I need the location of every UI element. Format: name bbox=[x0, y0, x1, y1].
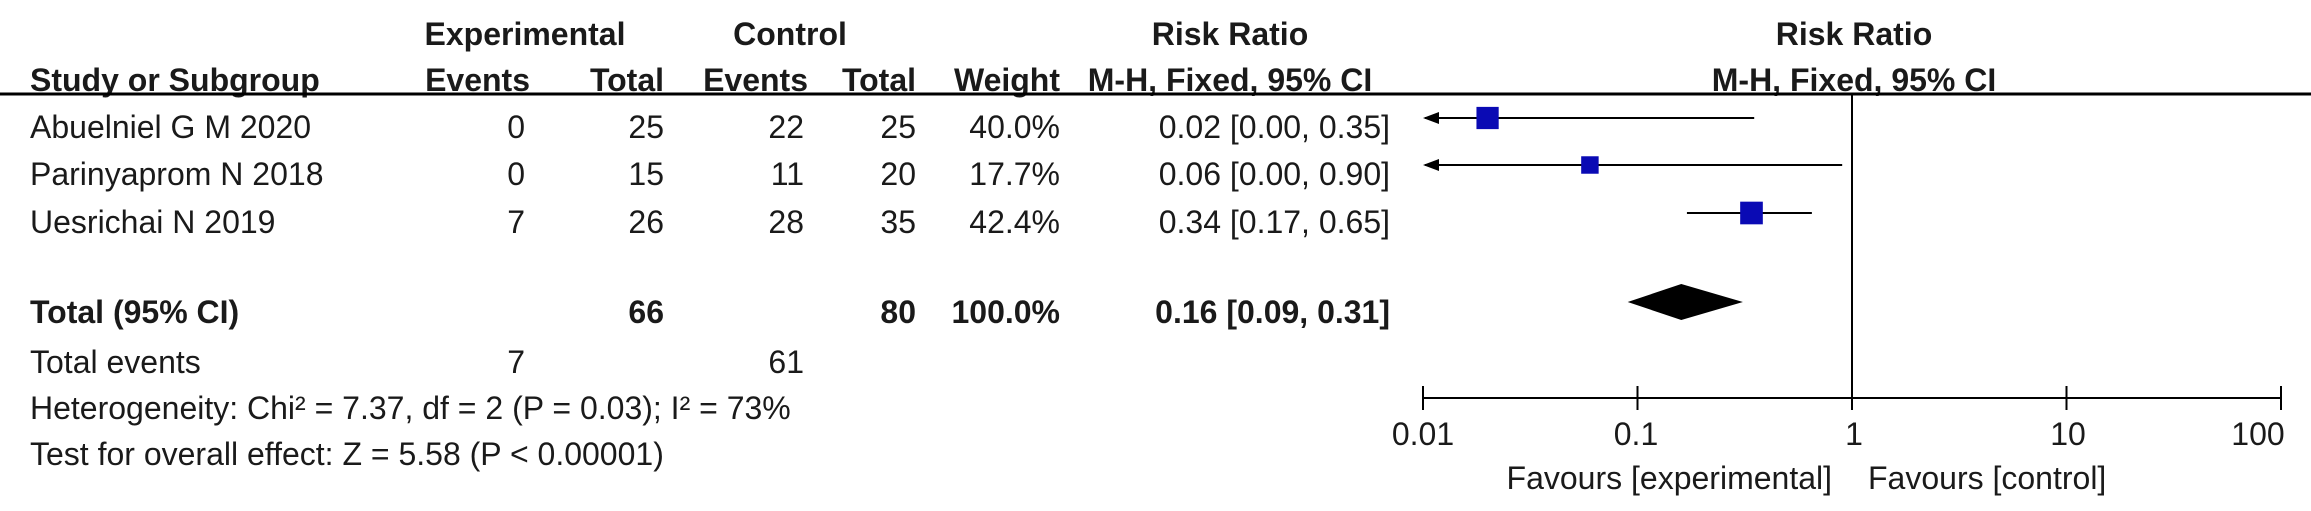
exp-total: 25 bbox=[628, 109, 664, 145]
exp-events: 7 bbox=[507, 204, 525, 240]
axis-tick-label: 1 bbox=[1845, 416, 1863, 452]
ctl-total: 35 bbox=[880, 204, 916, 240]
axis-tick-label: 0.1 bbox=[1613, 416, 1659, 452]
exp-total: 15 bbox=[628, 156, 664, 192]
ctl-total: 25 bbox=[880, 109, 916, 145]
header-method-right: M-H, Fixed, 95% CI bbox=[1711, 62, 1997, 98]
header-study: Study or Subgroup bbox=[30, 62, 320, 98]
total-events-label: Total events bbox=[30, 344, 201, 380]
weight: 42.4% bbox=[969, 204, 1060, 240]
header-experimental: Experimental bbox=[424, 16, 626, 52]
axis-tick-label: 100 bbox=[2231, 416, 2285, 452]
weight: 40.0% bbox=[969, 109, 1060, 145]
header-weight: Weight bbox=[953, 62, 1060, 98]
total-weight: 100.0% bbox=[951, 294, 1060, 330]
study-marker bbox=[1581, 156, 1599, 174]
total-events-ctl: 61 bbox=[768, 344, 804, 380]
overall-effect-text: Test for overall effect: Z = 5.58 (P < 0… bbox=[30, 436, 664, 472]
axis-tick-label: 0.01 bbox=[1391, 416, 1455, 452]
heterogeneity-text: Heterogeneity: Chi² = 7.37, df = 2 (P = … bbox=[30, 390, 791, 426]
ci-text: 0.02 [0.00, 0.35] bbox=[1158, 109, 1390, 145]
study-name: Uesrichai N 2019 bbox=[30, 204, 276, 240]
exp-events: 0 bbox=[507, 156, 525, 192]
ci-text: 0.34 [0.17, 0.65] bbox=[1158, 204, 1390, 240]
pooled-diamond bbox=[1627, 284, 1743, 320]
header-risk-ratio-right: Risk Ratio bbox=[1775, 16, 1933, 52]
axis-tick-label: 10 bbox=[2050, 416, 2086, 452]
ci-text: 0.06 [0.00, 0.90] bbox=[1158, 156, 1390, 192]
study-marker bbox=[1476, 106, 1499, 130]
weight: 17.7% bbox=[969, 156, 1060, 192]
header-method-left: M-H, Fixed, 95% CI bbox=[1087, 62, 1373, 98]
study-name: Abuelniel G M 2020 bbox=[30, 109, 312, 145]
study-name: Parinyaprom N 2018 bbox=[30, 156, 324, 192]
ctl-events: 28 bbox=[768, 204, 804, 240]
exp-events: 0 bbox=[507, 109, 525, 145]
ci-arrow bbox=[1423, 159, 1439, 171]
total-events-exp: 7 bbox=[507, 344, 525, 380]
header-risk-ratio-left: Risk Ratio bbox=[1151, 16, 1309, 52]
ctl-events: 11 bbox=[770, 156, 804, 192]
ctl-events: 22 bbox=[768, 109, 804, 145]
favours-experimental: Favours [experimental] bbox=[1506, 460, 1832, 496]
ci-arrow bbox=[1423, 112, 1439, 124]
ctl-total: 20 bbox=[880, 156, 916, 192]
header-events-exp: Events bbox=[425, 62, 530, 98]
total-exp: 66 bbox=[628, 294, 664, 330]
favours-control: Favours [control] bbox=[1868, 460, 2107, 496]
total-ci-text: 0.16 [0.09, 0.31] bbox=[1155, 294, 1390, 330]
header-events-ctl: Events bbox=[703, 62, 808, 98]
header-total-exp: Total bbox=[589, 62, 664, 98]
study-marker bbox=[1740, 201, 1763, 225]
exp-total: 26 bbox=[628, 204, 664, 240]
total-ctl: 80 bbox=[880, 294, 916, 330]
header-total-ctl: Total bbox=[841, 62, 916, 98]
total-label: Total (95% CI) bbox=[30, 294, 240, 330]
header-control: Control bbox=[733, 16, 847, 52]
